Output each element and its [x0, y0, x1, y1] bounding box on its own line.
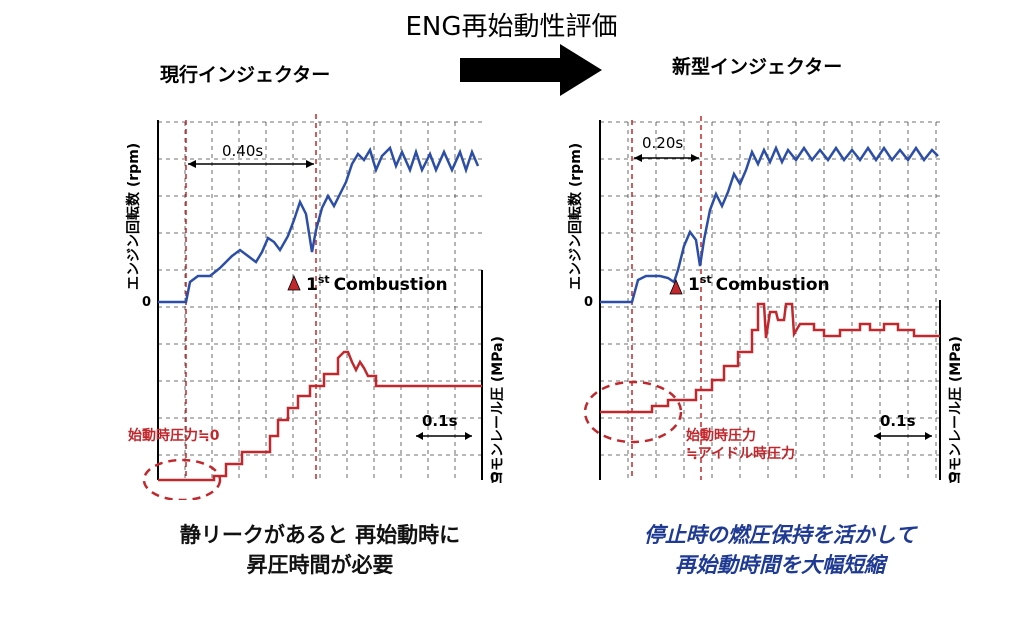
right-chart: 0 0 エンジン回転数 (rpm) コモンレール圧 (MPa) 0.20s 1s…: [567, 116, 964, 486]
page-title: ENG再始動性評価: [405, 12, 618, 42]
left-combustion-triangle: [287, 274, 301, 291]
right-rpm-line: [600, 144, 939, 304]
left-start-pressure-highlight: [142, 458, 222, 500]
right-pressure-note-line1: 始動時圧力: [686, 427, 756, 444]
left-combustion-label: 1st Combustion: [306, 273, 448, 295]
right-caption-line1: 停止時の燃圧保持を活かして: [643, 523, 917, 547]
right-rpm-axis-label: エンジン回転数 (rpm): [567, 143, 584, 290]
right-panel-subtitle: 新型インジェクター: [672, 56, 843, 78]
right-pressure-line: [600, 302, 940, 414]
left-chart: 0 0 エンジン回転数 (rpm) コモンレール圧 (MPa) 0.40s 1s…: [125, 114, 506, 500]
left-caption-line2: 昇圧時間が必要: [246, 553, 394, 577]
right-combustion-label: 1st Combustion: [688, 273, 830, 295]
left-panel-subtitle: 現行インジェクター: [160, 64, 331, 86]
right-start-pressure-highlight: [583, 380, 683, 444]
left-caption-line1: 静リークがあると 再始動時に: [179, 523, 461, 547]
right-caption-line2: 再始動時間を大幅短縮: [675, 553, 885, 577]
right-combustion-triangle: [669, 278, 683, 295]
right-interval-label: 0.20s: [642, 134, 683, 152]
right-pressure-zero-label: 0: [948, 471, 957, 486]
left-scale-label: 0.1s: [422, 412, 458, 430]
left-rpm-zero-label: 0: [142, 295, 151, 310]
right-pressure-note-line2: ≒アイドル時圧力: [686, 445, 795, 462]
right-scale-label: 0.1s: [880, 412, 916, 430]
left-rpm-line: [158, 145, 480, 304]
left-pressure-note: 始動時圧力≒0: [128, 427, 220, 444]
right-rpm-zero-label: 0: [584, 295, 593, 310]
left-chart-grid: [158, 121, 482, 480]
right-arrow-icon: [460, 44, 602, 96]
right-caption: 停止時の燃圧保持を活かして 再始動時間を大幅短縮: [560, 520, 1000, 580]
left-caption: 静リークがあると 再始動時に 昇圧時間が必要: [120, 520, 520, 580]
left-pressure-zero-label: 0: [490, 471, 499, 486]
left-interval-label: 0.40s: [222, 142, 263, 160]
right-pressure-axis-label: コモンレール圧 (MPa): [948, 336, 964, 485]
left-rpm-axis-label: エンジン回転数 (rpm): [125, 143, 142, 290]
left-pressure-axis-label: コモンレール圧 (MPa): [490, 336, 506, 485]
left-pressure-line: [158, 350, 482, 482]
